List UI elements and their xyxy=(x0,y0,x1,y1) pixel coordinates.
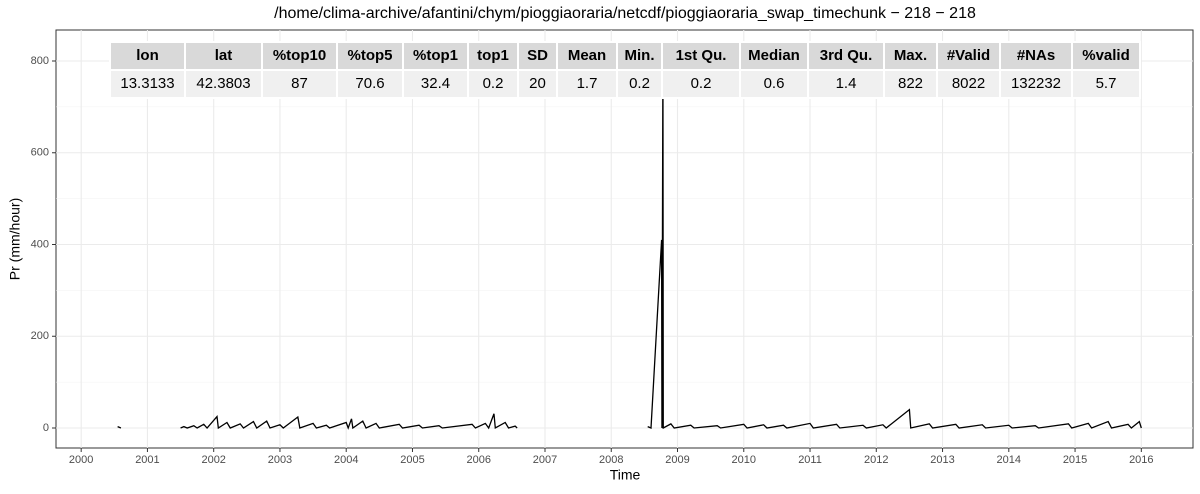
table-cell-text: 0.2 xyxy=(483,75,504,92)
table-header-text: Max. xyxy=(894,47,927,64)
table-header-text: lon xyxy=(136,47,159,64)
x-tick-label: 2013 xyxy=(930,454,954,466)
table-header-text: %valid xyxy=(1082,47,1130,64)
table-cell-text: 0.2 xyxy=(691,75,712,92)
y-tick-label: 400 xyxy=(31,238,49,250)
x-tick-label: 2014 xyxy=(997,454,1021,466)
table-header-text: Mean xyxy=(568,47,606,64)
table-header-text: top1 xyxy=(477,47,509,64)
x-tick-label: 2011 xyxy=(798,454,822,466)
table-cell xyxy=(336,69,404,99)
x-tick-label: 2002 xyxy=(201,454,225,466)
table-cell-text: 13.3133 xyxy=(120,75,174,92)
x-tick-label: 2007 xyxy=(533,454,557,466)
table-cell xyxy=(936,69,1001,99)
x-tick-label: 2001 xyxy=(135,454,159,466)
table-cell xyxy=(184,69,263,99)
x-tick-label: 2010 xyxy=(732,454,756,466)
table-cell xyxy=(556,69,618,99)
table-cell-text: 70.6 xyxy=(355,75,384,92)
x-tick-label: 2006 xyxy=(466,454,490,466)
table-cell-text: 5.7 xyxy=(1096,75,1117,92)
table-header-text: 3rd Qu. xyxy=(820,47,873,64)
table-header-text: %top10 xyxy=(273,47,326,64)
table-header-text: SD xyxy=(527,47,548,64)
chart-title: /home/clima-archive/afantini/chym/pioggi… xyxy=(274,5,976,22)
x-tick-label: 2015 xyxy=(1063,454,1087,466)
x-tick-label: 2004 xyxy=(334,454,358,466)
x-tick-label: 2016 xyxy=(1129,454,1153,466)
x-tick-label: 2009 xyxy=(665,454,689,466)
table-cell-text: 0.2 xyxy=(629,75,650,92)
table-cell-text: 0.6 xyxy=(764,75,785,92)
x-tick-label: 2003 xyxy=(268,454,292,466)
table-header-text: #Valid xyxy=(947,47,990,64)
table-cell-text: 1.4 xyxy=(836,75,857,92)
table-cell-text: 42.3803 xyxy=(196,75,250,92)
table-header-text: Min. xyxy=(625,47,655,64)
table-cell xyxy=(402,69,469,99)
y-tick-label: 0 xyxy=(43,422,49,434)
table-cell xyxy=(739,69,809,99)
x-tick-label: 2012 xyxy=(864,454,888,466)
table-cell-text: 32.4 xyxy=(421,75,450,92)
table-cell xyxy=(883,69,938,99)
table-cell xyxy=(261,69,338,99)
table-cell xyxy=(661,69,741,99)
table-cell xyxy=(517,69,558,99)
x-tick-label: 2005 xyxy=(400,454,424,466)
x-tick-label: 2008 xyxy=(599,454,623,466)
table-header-text: lat xyxy=(215,47,233,64)
table-cell xyxy=(1071,69,1141,99)
table-cell-text: 822 xyxy=(898,75,923,92)
table-header-cell xyxy=(936,41,1001,71)
table-header-text: %top5 xyxy=(348,47,393,64)
table-header-text: #NAs xyxy=(1017,47,1055,64)
table-cell-text: 8022 xyxy=(952,75,985,92)
y-tick-label: 800 xyxy=(31,55,49,67)
table-cell-text: 20 xyxy=(529,75,546,92)
y-tick-label: 200 xyxy=(31,330,49,342)
table-header-text: %top1 xyxy=(413,47,458,64)
panel xyxy=(55,29,1194,449)
y-axis-label: Pr (mm/hour) xyxy=(7,198,23,280)
table-header-cell xyxy=(807,41,885,71)
table-header-text: Median xyxy=(748,47,800,64)
table-cell-text: 132232 xyxy=(1011,75,1061,92)
table-cell-text: 87 xyxy=(291,75,308,92)
table-cell-text: 1.7 xyxy=(577,75,598,92)
data-line xyxy=(117,50,1142,430)
table-header-cell xyxy=(883,41,938,71)
y-tick-label: 600 xyxy=(31,147,49,159)
x-axis-label: Time xyxy=(610,467,641,483)
x-tick-label: 2000 xyxy=(69,454,93,466)
table-header-text: 1st Qu. xyxy=(676,47,727,64)
table-header-cell xyxy=(336,41,404,71)
